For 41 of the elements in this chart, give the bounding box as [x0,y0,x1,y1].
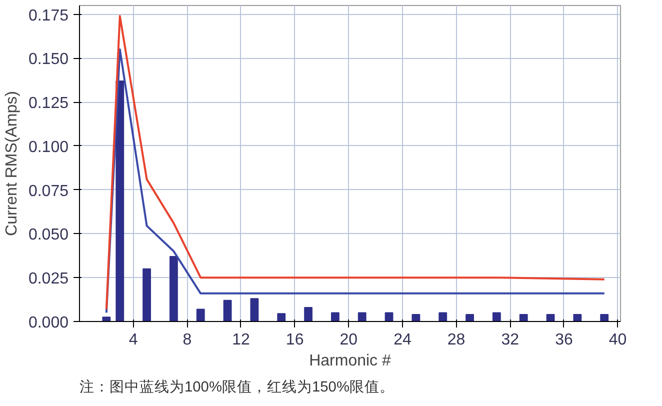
x-axis-title: Harmonic # [309,352,392,370]
bar [116,80,124,322]
bar [142,268,151,322]
x-tick-label: 4 [128,332,138,348]
bar [170,256,178,322]
bar [196,308,205,322]
x-tick-label: 28 [447,332,466,348]
x-tick-label: 8 [182,332,192,348]
bar [304,306,312,322]
bar [384,312,394,322]
bar [546,314,555,322]
x-tick-label: 24 [394,332,412,348]
bar [223,300,232,322]
bar [466,314,474,322]
bar [573,314,582,322]
x-tick-label: 40 [608,332,627,348]
x-tick-label: 20 [340,332,358,348]
bar [330,312,340,322]
y-axis-title: Current RMS(Amps) [3,91,20,236]
x-tick-label: 36 [555,332,573,348]
bar [412,314,420,322]
y-tick-label: 0.175 [28,7,69,24]
bar [600,314,609,322]
y-tick-label: 0.150 [28,51,69,68]
x-tick-label: 12 [232,332,250,348]
bar [102,316,111,322]
y-tick-label: 0.075 [28,182,69,200]
y-tick-label: 0.100 [28,138,69,156]
bar [358,312,366,322]
y-tick-label: 0.025 [28,270,69,288]
y-tick-label: 0.000 [28,314,69,332]
bar [492,312,501,322]
bar [438,312,448,322]
bar [277,313,286,322]
bar [519,314,528,322]
text: 注：图中蓝线为100%限值，红线为150%限值。 [80,378,394,396]
y-tick-label: 0.125 [28,95,69,112]
x-tick-label: 32 [501,332,520,348]
y-tick-label: 0.050 [28,226,69,244]
x-tick-label: 16 [286,332,304,348]
bar [250,298,259,322]
